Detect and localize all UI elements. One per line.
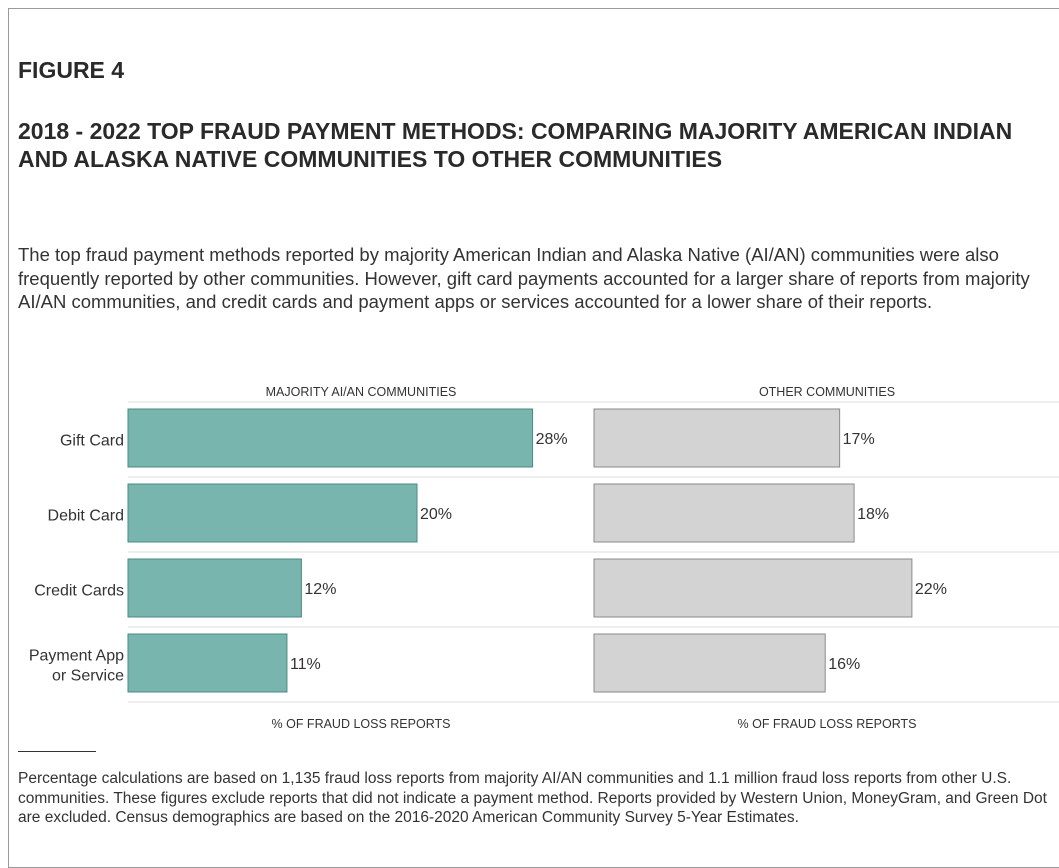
category-label-line: or Service [52,668,124,685]
bar [127,483,418,543]
category-label-line: Debit Card [48,508,124,525]
bar [127,558,302,618]
category-label: Credit Cards [34,583,124,600]
data-label: 20% [420,506,452,523]
footnote: Percentage calculations are based on 1,1… [18,770,1047,826]
bar-chart: Gift Card Debit Card Credit Cards Payment A… [29,385,1059,731]
data-label: 12% [304,581,336,598]
bar [127,633,288,693]
bar [593,558,913,618]
data-label: 22% [915,581,947,598]
panel-title: OTHER COMMUNITIES [759,385,895,399]
data-label: 17% [843,431,875,448]
category-label-line: Gift Card [60,433,124,450]
x-axis-label: % OF FRAUD LOSS REPORTS [272,717,451,731]
bar [593,408,841,468]
data-label: 18% [857,506,889,523]
category-label: Gift Card [60,433,124,450]
category-label: Debit Card [48,508,124,525]
figure-label: FIGURE 4 [18,57,125,83]
category-label: Payment App or Service [29,648,124,685]
data-label: 11% [290,656,321,673]
panel-title: MAJORITY AI/AN COMMUNITIES [266,385,457,399]
data-label: 16% [828,656,860,673]
category-label-line: Payment App [29,648,124,665]
figure-title: 2018 - 2022 TOP FRAUD PAYMENT METHODS: C… [18,118,1013,172]
bar [127,408,534,468]
figure-description: The top fraud payment methods reported b… [18,244,1030,312]
bar [593,633,826,693]
bar [593,483,855,543]
data-label: 28% [536,431,568,448]
x-axis-label: % OF FRAUD LOSS REPORTS [738,717,917,731]
footnote-divider [18,751,96,752]
category-label-line: Credit Cards [34,583,124,600]
